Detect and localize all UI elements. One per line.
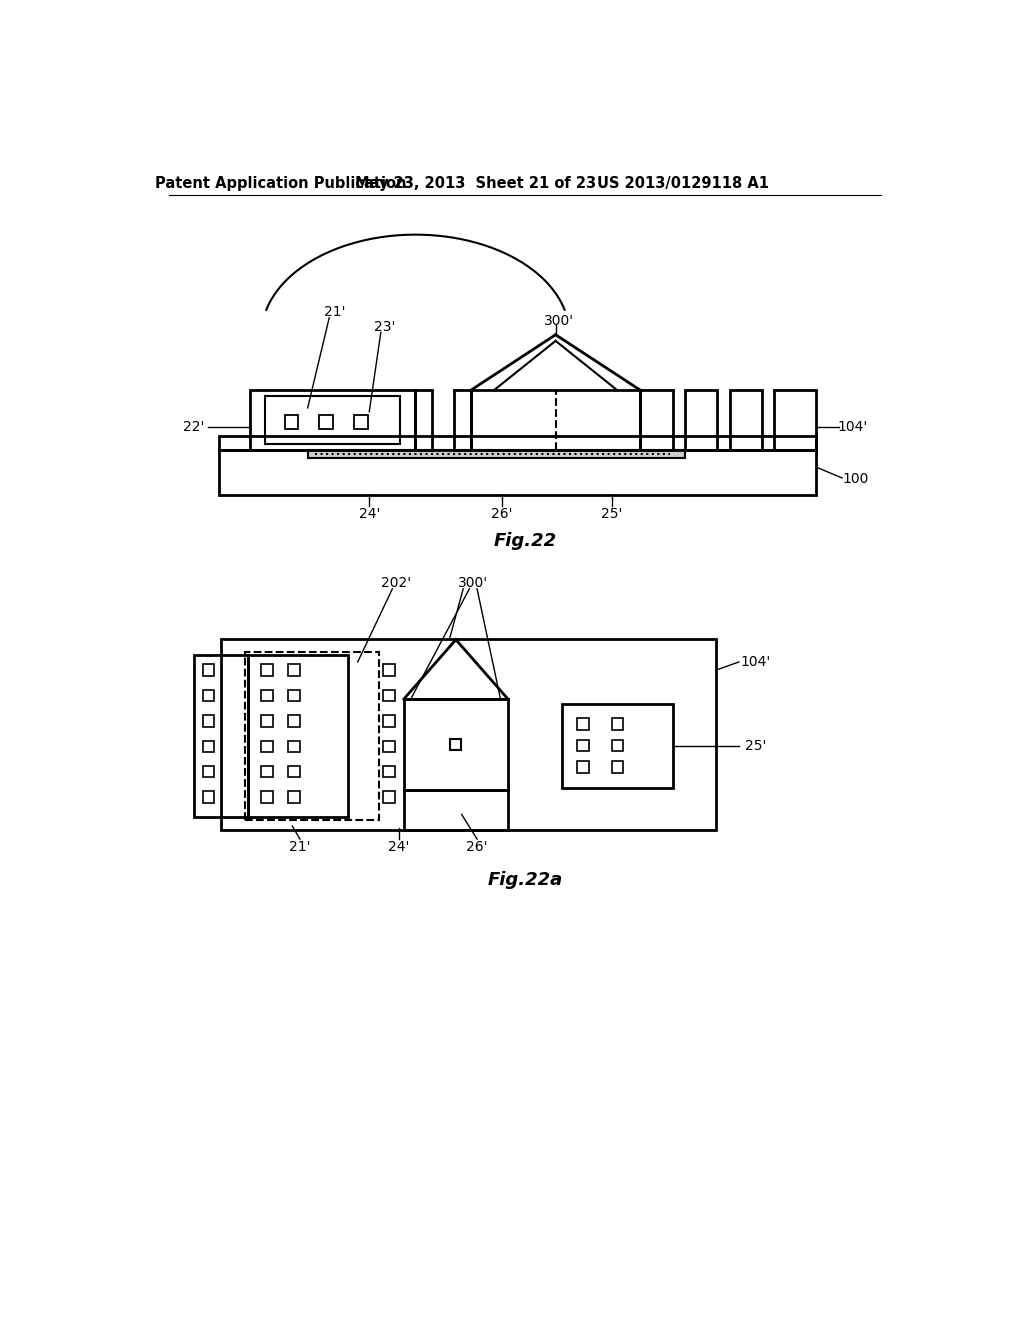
Text: 25': 25' <box>601 507 623 521</box>
Text: US 2013/0129118 A1: US 2013/0129118 A1 <box>597 176 769 190</box>
Text: 300': 300' <box>458 576 488 590</box>
Bar <box>289 741 300 752</box>
Bar <box>730 391 762 450</box>
Text: Patent Application Publication: Patent Application Publication <box>155 176 407 190</box>
Bar <box>265 396 400 444</box>
Text: 300': 300' <box>545 314 574 327</box>
Bar <box>383 664 394 676</box>
Bar <box>354 414 368 429</box>
Bar <box>383 741 394 752</box>
Text: Fig.22: Fig.22 <box>494 532 556 550</box>
Text: 22': 22' <box>183 420 205 434</box>
Bar <box>261 792 273 803</box>
Bar <box>203 741 214 752</box>
Bar <box>219 450 816 495</box>
Bar <box>203 766 214 777</box>
Text: 26': 26' <box>466 840 487 854</box>
Bar <box>221 639 716 830</box>
Bar <box>307 450 685 458</box>
Text: 100: 100 <box>843 473 869 487</box>
Text: 26': 26' <box>490 507 512 521</box>
Bar <box>261 689 273 701</box>
Bar <box>289 766 300 777</box>
Bar <box>319 414 333 429</box>
Bar <box>578 718 589 730</box>
Bar <box>383 689 394 701</box>
Bar <box>245 652 379 820</box>
Bar <box>194 655 248 817</box>
Bar <box>578 739 589 751</box>
Text: 23': 23' <box>374 319 395 334</box>
Bar <box>451 739 461 750</box>
Bar <box>289 689 300 701</box>
Bar <box>203 792 214 803</box>
Bar <box>611 739 624 751</box>
Text: Fig.22a: Fig.22a <box>487 871 562 888</box>
Text: 202': 202' <box>381 576 412 590</box>
Bar <box>261 741 273 752</box>
Bar <box>383 766 394 777</box>
Bar <box>611 762 624 774</box>
Text: May 23, 2013  Sheet 21 of 23: May 23, 2013 Sheet 21 of 23 <box>355 176 596 190</box>
Text: 104': 104' <box>740 655 771 669</box>
Bar <box>203 715 214 726</box>
Bar <box>261 664 273 676</box>
Bar <box>611 718 624 730</box>
Bar <box>250 391 416 450</box>
Bar <box>285 414 298 429</box>
Bar <box>203 689 214 701</box>
Bar <box>640 391 673 450</box>
Bar <box>454 391 471 450</box>
Text: 21': 21' <box>324 305 345 318</box>
Text: 24': 24' <box>358 507 380 521</box>
Bar <box>383 792 394 803</box>
Text: 21': 21' <box>289 840 310 854</box>
Bar <box>383 715 394 726</box>
Bar <box>416 391 432 450</box>
Text: 104': 104' <box>838 420 868 434</box>
Bar <box>773 391 816 450</box>
Bar <box>261 766 273 777</box>
Bar <box>261 715 273 726</box>
Bar <box>562 704 674 788</box>
Bar <box>403 789 508 830</box>
Bar <box>203 664 214 676</box>
Bar <box>289 664 300 676</box>
Bar <box>685 391 717 450</box>
Bar <box>248 655 348 817</box>
Bar <box>578 762 589 774</box>
Bar <box>219 437 816 450</box>
Text: 24': 24' <box>388 840 410 854</box>
Bar <box>471 391 640 450</box>
Text: 25': 25' <box>745 739 767 752</box>
Bar <box>289 792 300 803</box>
Bar <box>403 700 508 789</box>
Bar <box>289 715 300 726</box>
